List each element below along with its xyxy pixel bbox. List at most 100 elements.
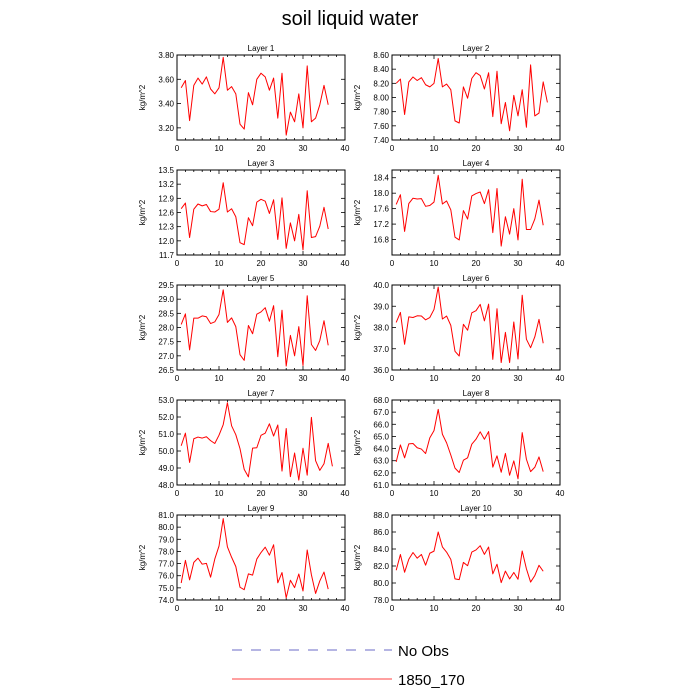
y-axis-label: kg/m^2 [353,84,362,110]
y-tick-label: 3.40 [158,100,174,109]
y-tick-label: 8.20 [373,79,389,88]
panel-title: Layer 2 [463,44,490,53]
plot-frame [391,284,561,371]
y-tick-label: 18.4 [373,174,389,183]
x-tick-label: 40 [556,489,565,498]
x-tick-label: 0 [390,604,395,613]
y-tick-label: 74.0 [158,596,174,605]
panel-2: Layer 2 0 10 20 30 40 7.40 7.60 7.80 8.00 8.20 8.40… [353,44,565,153]
series-line [180,182,329,251]
x-tick-label: 30 [514,259,523,268]
y-tick-label: 75.0 [158,584,174,593]
panel-5: Layer 5 0 10 20 30 40 26.5 27.0 27.5 28.0 28.5 29.0… [138,274,350,383]
y-tick-label: 27.5 [158,338,174,347]
plot-frame [176,54,346,141]
y-axis-label: kg/m^2 [138,429,147,455]
y-tick-label: 53.0 [158,396,174,405]
y-tick-label: 13.5 [158,166,174,175]
panel-4: Layer 4 0 10 20 30 40 16.8 17.2 17.6 18.0 18.4 kg/m… [353,159,565,268]
y-tick-label: 12.6 [158,209,174,218]
chart-title: soil liquid water [281,8,419,30]
y-tick-label: 28.0 [158,324,174,333]
y-tick-label: 17.2 [373,220,389,229]
y-tick-label: 62.0 [373,469,389,478]
x-tick-label: 10 [430,374,439,383]
panel-3: Layer 3 0 10 20 30 40 11.7 12.0 12.3 12.6 12.9 13.2… [138,159,350,268]
x-tick-label: 0 [390,259,395,268]
y-tick-label: 76.0 [158,572,174,581]
y-tick-label: 37.0 [373,345,389,354]
y-axis-label: kg/m^2 [353,544,362,570]
x-tick-label: 40 [556,604,565,613]
y-tick-label: 29.5 [158,281,174,290]
y-tick-label: 61.0 [373,481,389,490]
panel-6: Layer 6 0 10 20 30 40 36.0 37.0 38.0 39.0 40.0 kg/m… [353,274,565,383]
panel-1: Layer 1 0 10 20 30 40 3.20 3.40 3.60 3.80 kg/m^2 [138,44,350,153]
x-tick-label: 20 [472,259,481,268]
plot-frame [176,399,346,486]
y-tick-label: 3.20 [158,124,174,133]
legend-label: No Obs [398,643,449,660]
y-tick-label: 77.0 [158,560,174,569]
plot-frame [176,514,346,601]
x-tick-label: 0 [390,489,395,498]
y-tick-label: 17.6 [373,205,389,214]
x-tick-label: 40 [556,374,565,383]
y-tick-label: 36.0 [373,366,389,375]
panel-9: Layer 9 0 10 20 30 40 74.0 75.0 76.0 77.0 78.0 79.0… [138,504,350,613]
x-tick-label: 30 [514,144,523,153]
y-axis-label: kg/m^2 [138,544,147,570]
x-tick-label: 40 [341,259,350,268]
x-tick-label: 30 [514,489,523,498]
x-tick-label: 0 [390,374,395,383]
panel-title: Layer 1 [248,44,275,53]
series-line [395,408,544,480]
y-tick-label: 18.0 [373,189,389,198]
legend: No Obs 1850_170 [232,643,465,689]
y-tick-label: 63.0 [373,457,389,466]
y-tick-label: 3.60 [158,75,174,84]
x-tick-label: 40 [341,489,350,498]
y-tick-label: 12.3 [158,223,174,232]
y-tick-label: 88.0 [373,511,389,520]
panel-8: Layer 8 0 10 20 30 40 61.0 62.0 63.0 64.0 65.0 66.0… [353,389,565,498]
x-tick-label: 10 [215,604,224,613]
x-tick-label: 10 [215,259,224,268]
panel-title: Layer 3 [248,159,275,168]
x-tick-label: 30 [299,489,308,498]
y-tick-label: 28.5 [158,309,174,318]
y-tick-label: 49.0 [158,464,174,473]
y-tick-label: 64.0 [373,445,389,454]
series-line [180,402,333,481]
x-tick-label: 0 [175,259,180,268]
y-tick-label: 51.0 [158,430,174,439]
y-tick-label: 8.40 [373,65,389,74]
x-tick-label: 20 [472,144,481,153]
y-tick-label: 52.0 [158,413,174,422]
y-axis-label: kg/m^2 [353,199,362,225]
x-tick-label: 20 [257,259,266,268]
y-tick-label: 86.0 [373,528,389,537]
y-tick-label: 84.0 [373,545,389,554]
series-line [395,531,544,584]
x-tick-label: 20 [472,374,481,383]
y-tick-label: 3.80 [158,51,174,60]
x-tick-label: 30 [514,374,523,383]
panel-7: Layer 7 0 10 20 30 40 48.0 49.0 50.0 51.0 52.0 53.0… [138,389,350,498]
plot-frame [391,399,561,486]
y-tick-label: 79.0 [158,535,174,544]
y-tick-label: 38.0 [373,324,389,333]
plot-frame [176,284,346,371]
panel-title: Layer 8 [463,389,490,398]
panel-title: Layer 5 [248,274,275,283]
plot-frame [176,169,346,256]
x-tick-label: 40 [341,144,350,153]
panel-title: Layer 9 [248,504,275,513]
y-tick-label: 65.0 [373,432,389,441]
x-tick-label: 30 [299,374,308,383]
plot-frame [391,169,561,256]
y-tick-label: 8.00 [373,94,389,103]
y-tick-label: 26.5 [158,366,174,375]
x-tick-label: 0 [175,489,180,498]
